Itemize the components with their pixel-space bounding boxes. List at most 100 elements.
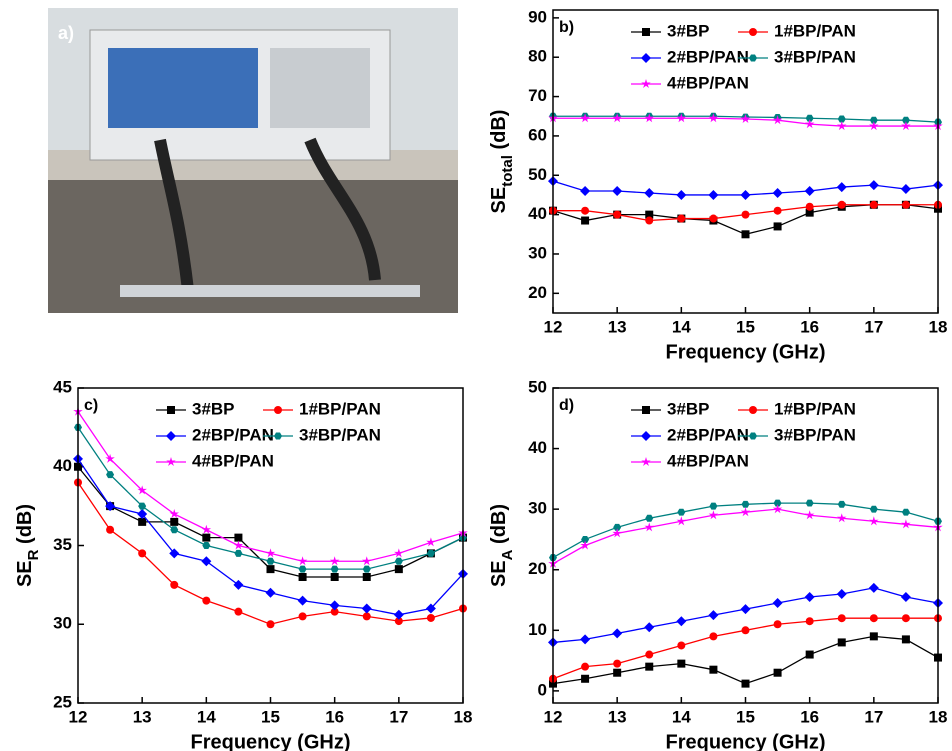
marker: [265, 548, 276, 558]
y-tick-label: 40: [528, 438, 547, 457]
marker: [740, 507, 751, 517]
marker: [265, 587, 276, 598]
marker: [202, 542, 211, 549]
marker: [676, 113, 687, 123]
y-axis-label-part: SE: [14, 560, 36, 587]
marker: [393, 609, 404, 620]
marker: [869, 505, 878, 513]
x-tick-label: 18: [929, 317, 948, 336]
marker: [138, 549, 147, 558]
marker: [741, 210, 750, 219]
marker: [804, 119, 815, 129]
marker: [394, 548, 404, 558]
marker: [581, 535, 590, 543]
legend-text: 4#BP/PAN: [667, 73, 749, 92]
legend-marker: [749, 432, 757, 440]
legend-text: 2#BP/PAN: [667, 425, 749, 444]
marker: [201, 556, 212, 567]
y-tick-label: 25: [53, 692, 72, 711]
marker: [901, 121, 911, 131]
marker: [394, 565, 403, 574]
legend-text: 3#BP: [192, 399, 235, 418]
legend-marker: [641, 79, 651, 89]
marker: [869, 121, 879, 131]
marker: [581, 662, 590, 671]
marker: [298, 565, 307, 573]
marker: [805, 617, 814, 626]
legend-marker: [642, 28, 650, 36]
marker: [613, 523, 622, 531]
y-tick-label: 30: [53, 614, 72, 633]
y-tick-label: 45: [53, 377, 72, 396]
y-axis-label: SER (dB): [14, 504, 42, 587]
plot-frame: [552, 9, 939, 314]
legend-text: 3#BP/PAN: [299, 425, 381, 444]
x-tick-label: 16: [800, 317, 819, 336]
marker: [676, 189, 687, 200]
y-tick-label: 20: [528, 283, 547, 302]
marker: [170, 517, 179, 526]
marker: [612, 528, 622, 538]
y-tick-label: 60: [528, 125, 547, 144]
marker: [805, 208, 814, 217]
marker: [645, 210, 654, 219]
legend-text: 3#BP: [667, 21, 710, 40]
marker: [836, 121, 847, 131]
marker: [869, 632, 878, 641]
marker: [580, 113, 590, 123]
legend-text: 1#BP/PAN: [774, 399, 856, 418]
cable: [304, 137, 381, 281]
marker: [740, 189, 751, 200]
marker: [138, 502, 147, 510]
y-tick-label: 80: [528, 47, 547, 66]
marker: [708, 113, 719, 123]
marker: [613, 659, 622, 668]
marker: [676, 516, 687, 526]
marker: [837, 200, 846, 209]
legend-marker: [641, 457, 651, 467]
legend-marker: [749, 54, 757, 62]
marker: [708, 610, 719, 621]
marker: [644, 522, 655, 532]
marker: [741, 679, 750, 688]
x-tick-label: 13: [608, 317, 627, 336]
x-tick-label: 16: [325, 707, 344, 726]
marker: [645, 662, 654, 671]
y-tick-label: 50: [528, 377, 547, 396]
marker: [900, 184, 911, 195]
marker: [805, 499, 814, 507]
marker: [426, 537, 436, 547]
marker: [837, 638, 846, 647]
marker: [170, 526, 179, 534]
analyzer-buttons: [270, 48, 370, 128]
x-tick-label: 12: [544, 707, 563, 726]
marker: [677, 508, 686, 516]
marker: [740, 114, 751, 124]
x-tick-label: 13: [133, 707, 152, 726]
marker: [298, 612, 307, 621]
marker: [169, 548, 180, 559]
marker: [741, 500, 750, 508]
legend-text: 4#BP/PAN: [667, 451, 749, 470]
panel-label: a): [58, 23, 74, 43]
marker: [202, 533, 211, 542]
y-tick-label: 35: [53, 535, 72, 554]
marker: [581, 674, 590, 683]
marker: [869, 516, 879, 526]
marker: [708, 510, 719, 520]
marker: [900, 591, 911, 602]
marker: [202, 596, 211, 605]
marker: [773, 668, 782, 677]
marker: [901, 508, 910, 516]
marker: [709, 502, 718, 510]
marker: [645, 514, 654, 522]
x-tick-label: 18: [454, 707, 473, 726]
legend-text: 4#BP/PAN: [192, 451, 274, 470]
y-tick-label: 40: [53, 456, 72, 475]
legend-marker: [641, 53, 651, 63]
marker: [773, 499, 782, 507]
marker: [201, 524, 212, 534]
y-axis-label-part: R: [25, 549, 42, 560]
marker: [266, 565, 275, 574]
y-axis-label: SEA (dB): [488, 504, 516, 587]
